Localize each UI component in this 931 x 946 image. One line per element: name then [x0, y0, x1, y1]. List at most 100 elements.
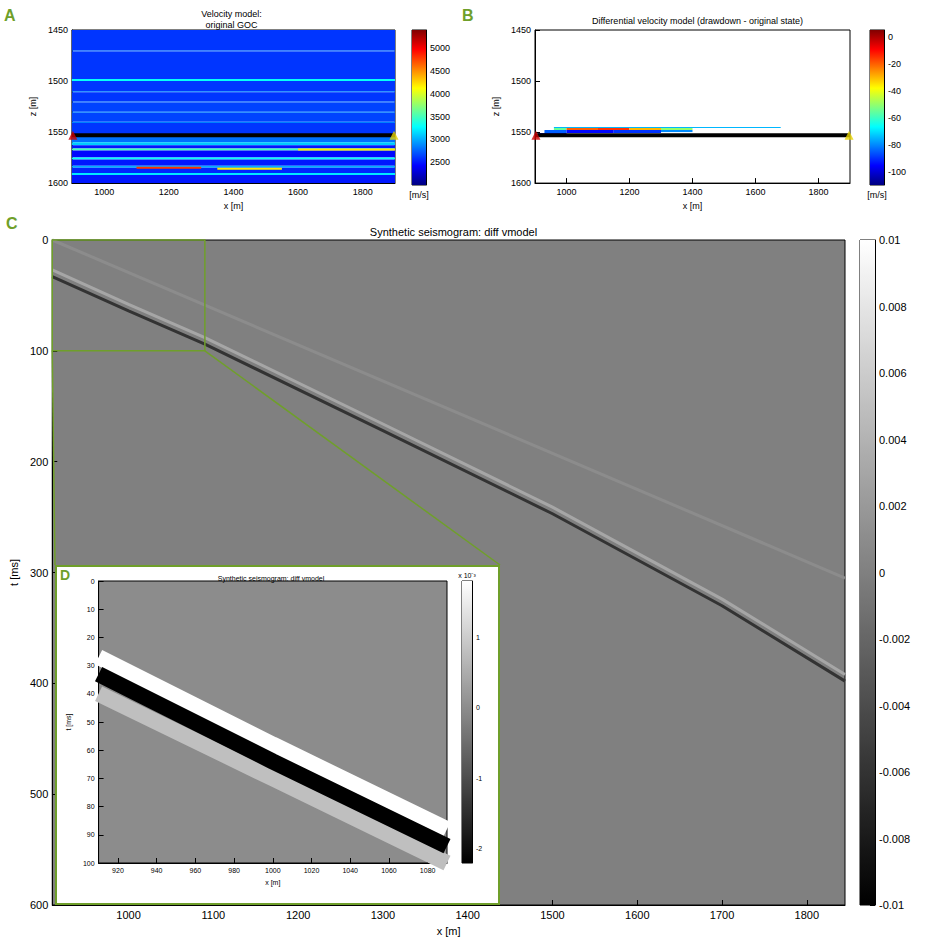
- svg-text:-0.006: -0.006: [879, 766, 910, 778]
- svg-text:80: 80: [87, 803, 95, 810]
- svg-text:10: 10: [87, 606, 95, 613]
- svg-text:-2: -2: [476, 845, 482, 852]
- svg-text:3500: 3500: [430, 112, 450, 122]
- svg-text:300: 300: [30, 567, 48, 579]
- svg-text:1000: 1000: [94, 187, 114, 197]
- svg-text:1100: 1100: [202, 909, 226, 921]
- svg-text:30: 30: [87, 662, 95, 669]
- svg-text:0.002: 0.002: [879, 500, 907, 512]
- svg-text:Synthetic seismogram: diff vmo: Synthetic seismogram: diff vmodel: [370, 226, 537, 238]
- svg-text:1600: 1600: [288, 187, 308, 197]
- svg-text:1400: 1400: [223, 187, 243, 197]
- svg-text:0: 0: [476, 704, 480, 711]
- svg-text:x [m]: x [m]: [437, 925, 461, 937]
- svg-text:-0.01: -0.01: [879, 899, 904, 911]
- svg-text:500: 500: [30, 788, 48, 800]
- svg-text:1200: 1200: [286, 909, 310, 921]
- svg-text:-100: -100: [888, 167, 906, 177]
- html-text:B: B: [462, 7, 474, 24]
- svg-text:1550: 1550: [511, 127, 531, 137]
- svg-text:1500: 1500: [511, 76, 531, 86]
- svg-text:Differential velocity model (d: Differential velocity model (drawdown - …: [592, 16, 803, 26]
- svg-text:z [m]: z [m]: [28, 97, 38, 117]
- svg-text:original GOC: original GOC: [205, 20, 258, 30]
- svg-text:4000: 4000: [430, 89, 450, 99]
- svg-text:200: 200: [30, 456, 48, 468]
- svg-text:20: 20: [87, 634, 95, 641]
- svg-text:0.004: 0.004: [879, 434, 907, 446]
- svg-text:980: 980: [228, 867, 240, 874]
- svg-text:1550: 1550: [48, 127, 68, 137]
- html-text:A: A: [4, 7, 16, 24]
- svg-text:0: 0: [42, 234, 48, 246]
- svg-text:0: 0: [91, 578, 95, 585]
- svg-text:1080: 1080: [420, 867, 436, 874]
- svg-text:1700: 1700: [710, 909, 734, 921]
- svg-text:1800: 1800: [795, 909, 819, 921]
- svg-text:1600: 1600: [511, 178, 531, 188]
- svg-text:-0.004: -0.004: [879, 700, 910, 712]
- svg-text:1800: 1800: [353, 187, 373, 197]
- svg-text:1000: 1000: [116, 909, 140, 921]
- svg-text:Synthetic seismogram: diff vmo: Synthetic seismogram: diff vmodel: [218, 575, 325, 583]
- svg-text:x [m]: x [m]: [683, 201, 703, 211]
- svg-text:[m/s]: [m/s]: [409, 190, 429, 200]
- svg-text:70: 70: [87, 775, 95, 782]
- svg-text:3000: 3000: [430, 134, 450, 144]
- svg-text:x 10⁻³: x 10⁻³: [458, 572, 476, 579]
- svg-text:0: 0: [888, 32, 893, 42]
- svg-text:1200: 1200: [159, 187, 179, 197]
- svg-text:1450: 1450: [511, 25, 531, 35]
- svg-text:40: 40: [87, 690, 95, 697]
- svg-text:5000: 5000: [430, 43, 450, 53]
- svg-text:z [m]: z [m]: [491, 97, 501, 117]
- svg-text:-0.008: -0.008: [879, 833, 910, 845]
- svg-text:2500: 2500: [430, 157, 450, 167]
- svg-text:1200: 1200: [619, 187, 639, 197]
- svg-text:-40: -40: [888, 86, 901, 96]
- svg-text:1600: 1600: [745, 187, 765, 197]
- svg-text:400: 400: [30, 677, 48, 689]
- svg-text:t [ms]: t [ms]: [65, 713, 73, 730]
- svg-text:x [m]: x [m]: [265, 879, 280, 887]
- svg-text:-80: -80: [888, 140, 901, 150]
- svg-text:90: 90: [87, 831, 95, 838]
- svg-text:0.006: 0.006: [879, 367, 907, 379]
- svg-text:[m/s]: [m/s]: [867, 190, 887, 200]
- svg-text:1000: 1000: [556, 187, 576, 197]
- svg-text:940: 940: [151, 867, 163, 874]
- svg-text:0.008: 0.008: [879, 301, 907, 313]
- svg-text:1000: 1000: [265, 867, 281, 874]
- svg-text:1300: 1300: [371, 909, 395, 921]
- svg-text:1060: 1060: [381, 867, 397, 874]
- svg-text:50: 50: [87, 719, 95, 726]
- svg-text:100: 100: [83, 860, 95, 867]
- svg-text:960: 960: [190, 867, 202, 874]
- svg-text:1040: 1040: [342, 867, 358, 874]
- svg-text:0: 0: [879, 567, 885, 579]
- svg-text:0.01: 0.01: [879, 234, 900, 246]
- svg-text:1600: 1600: [625, 909, 649, 921]
- svg-text:600: 600: [30, 899, 48, 911]
- svg-text:1400: 1400: [455, 909, 479, 921]
- svg-text:1: 1: [476, 634, 480, 641]
- svg-text:100: 100: [30, 345, 48, 357]
- svg-text:1800: 1800: [808, 187, 828, 197]
- svg-text:1500: 1500: [540, 909, 564, 921]
- svg-text:Velocity model:: Velocity model:: [201, 9, 262, 19]
- svg-text:60: 60: [87, 747, 95, 754]
- svg-text:t [ms]: t [ms]: [8, 559, 20, 586]
- svg-text:1400: 1400: [682, 187, 702, 197]
- svg-text:-0.002: -0.002: [879, 633, 910, 645]
- svg-text:1500: 1500: [48, 76, 68, 86]
- svg-text:1600: 1600: [48, 178, 68, 188]
- svg-text:x [m]: x [m]: [224, 201, 244, 211]
- svg-text:920: 920: [112, 867, 124, 874]
- svg-text:-20: -20: [888, 59, 901, 69]
- svg-text:1020: 1020: [304, 867, 320, 874]
- svg-text:1450: 1450: [48, 25, 68, 35]
- svg-text:-60: -60: [888, 113, 901, 123]
- svg-text:4500: 4500: [430, 66, 450, 76]
- svg-text:-1: -1: [476, 775, 482, 782]
- html-text:C: C: [6, 215, 18, 232]
